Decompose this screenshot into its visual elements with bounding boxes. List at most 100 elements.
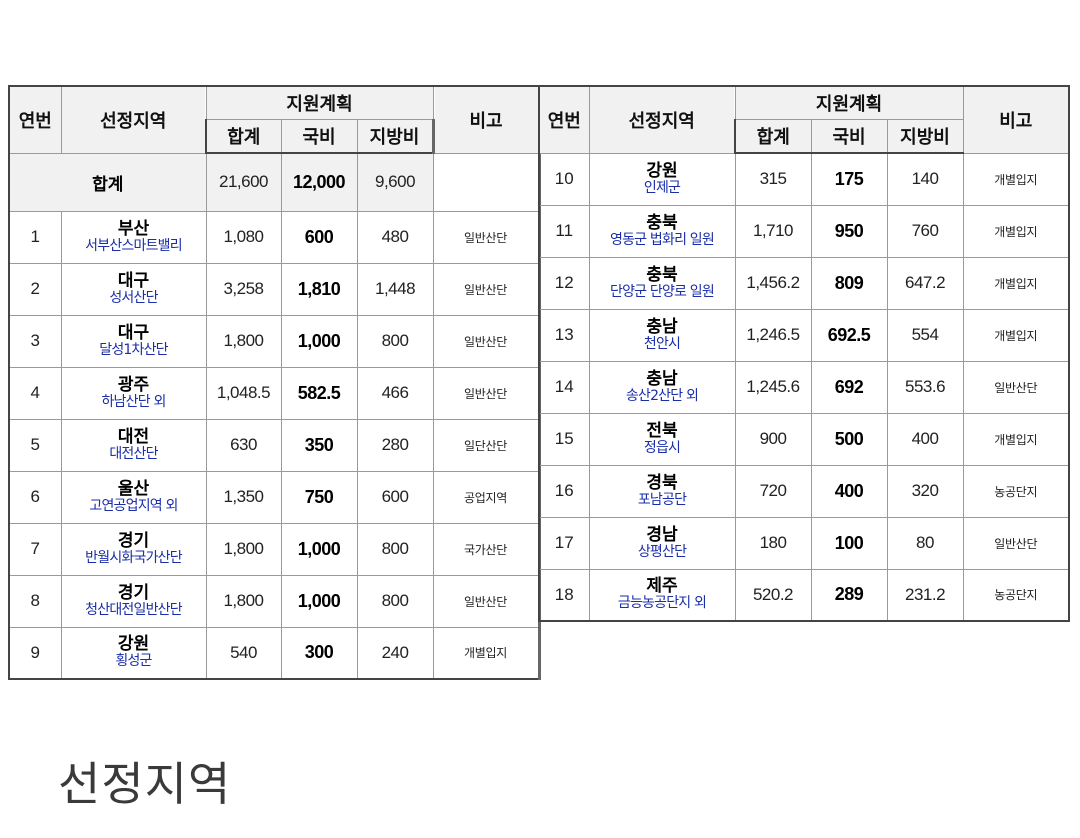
row-region: 부산 서부산스마트밸리	[60, 210, 207, 264]
row-national: 600	[280, 210, 358, 264]
row-province: 경북	[646, 472, 678, 493]
row-site: 고연공업지역 외	[89, 497, 178, 514]
col-region-header: 선정지역	[588, 85, 736, 154]
row-total: 3,258	[205, 262, 282, 316]
row-note: 국가산단	[432, 522, 541, 576]
row-seq: 16	[538, 464, 590, 518]
col-region-header: 선정지역	[60, 85, 207, 154]
row-local: 400	[886, 412, 964, 466]
grand-total-label: 합계	[8, 152, 207, 212]
row-province: 경기	[117, 530, 150, 551]
support-plan-table-left: 연번 선정지역 지원계획 비고 합계 국비 지방비 합계 21,600 12,0…	[8, 85, 541, 680]
table-row: 3 대구 달성1차산단 1,800 1,000 800 일반산단	[8, 314, 541, 368]
row-local: 240	[356, 626, 434, 680]
row-region: 경북 포남공단	[588, 464, 736, 518]
header-row-2: 합계 국비 지방비	[9, 118, 539, 154]
row-site: 청산대전일반산단	[85, 601, 182, 618]
row-region: 울산 고연공업지역 외	[60, 470, 207, 524]
row-national: 692	[810, 360, 888, 414]
grand-total-note	[432, 152, 541, 212]
row-province: 대전	[117, 426, 150, 447]
col-local-header: 지방비	[356, 118, 435, 154]
row-national: 289	[810, 568, 888, 622]
row-seq: 2	[8, 262, 62, 316]
row-total: 180	[734, 516, 812, 570]
row-province: 충남	[646, 316, 678, 337]
row-total: 315	[734, 152, 812, 206]
row-note: 개별입지	[962, 152, 1071, 206]
row-site: 횡성군	[115, 653, 152, 670]
row-note: 일반산단	[432, 210, 541, 264]
row-seq: 5	[8, 418, 62, 472]
row-total: 1,048.5	[205, 366, 282, 420]
row-site: 서부산스마트밸리	[85, 237, 182, 254]
row-local: 140	[886, 152, 964, 206]
row-region: 충북 영동군 법화리 일원	[588, 204, 736, 258]
row-total: 1,456.2	[734, 256, 812, 310]
header-row-1: 연번 선정지역 지원계획 비고	[8, 85, 541, 154]
row-site: 반월시화국가산단	[85, 549, 182, 566]
row-total: 1,800	[205, 314, 282, 368]
row-province: 울산	[117, 478, 150, 499]
table-row: 10 강원 인제군 315 175 140 개별입지	[538, 152, 1071, 206]
row-local: 600	[356, 470, 434, 524]
row-province: 광주	[117, 374, 150, 395]
row-local: 647.2	[886, 256, 964, 310]
row-site: 대전산단	[109, 445, 158, 462]
row-site: 상평산단	[637, 543, 687, 560]
grand-total-row: 합계 21,600 12,000 9,600	[8, 152, 541, 212]
row-province: 전북	[646, 420, 678, 441]
table-row: 5 대전 대전산단 630 350 280 일단산단	[8, 418, 541, 472]
row-national: 692.5	[810, 308, 888, 362]
table-row: 4 광주 하남산단 외 1,048.5 582.5 466 일반산단	[8, 366, 541, 420]
row-note: 개별입지	[962, 204, 1071, 258]
row-note: 농공단지	[962, 464, 1071, 518]
row-note: 농공단지	[962, 568, 1071, 622]
row-local: 1,448	[356, 262, 434, 316]
row-note: 일반산단	[432, 314, 541, 368]
row-national: 1,000	[280, 522, 358, 576]
row-national: 500	[810, 412, 888, 466]
table-row: 13 충남 천안시 1,246.5 692.5 554 개별입지	[538, 308, 1071, 362]
row-total: 900	[734, 412, 812, 466]
col-local-header: 지방비	[886, 118, 964, 154]
row-province: 대구	[117, 322, 150, 343]
support-plan-table-right: 연번 선정지역 지원계획 비고 합계 국비 지방비 10 강원 인제군 315 175 1…	[538, 85, 1071, 622]
row-seq: 17	[538, 516, 590, 570]
table-row: 18 제주 금능농공단지 외 520.2 289 231.2 농공단지	[538, 568, 1071, 622]
header-row-1: 연번 선정지역 지원계획 비고	[538, 85, 1071, 154]
row-region: 광주 하남산단 외	[60, 366, 207, 420]
row-total: 1,710	[734, 204, 812, 258]
row-local: 553.6	[886, 360, 964, 414]
row-local: 480	[356, 210, 434, 264]
row-seq: 10	[538, 152, 590, 206]
header-row-2: 합계 국비 지방비	[539, 118, 1069, 154]
table-row: 11 충북 영동군 법화리 일원 1,710 950 760 개별입지	[538, 204, 1071, 258]
row-province: 부산	[117, 218, 150, 239]
table-row: 1 부산 서부산스마트밸리 1,080 600 480 일반산단	[8, 210, 541, 264]
row-national: 300	[280, 626, 358, 680]
row-region: 대구 성서산단	[60, 262, 207, 316]
row-local: 280	[356, 418, 434, 472]
col-note-header: 비고	[962, 85, 1071, 154]
row-region: 제주 금능농공단지 외	[588, 568, 736, 622]
col-total-header: 합계	[734, 118, 812, 154]
row-note: 일반산단	[432, 574, 541, 628]
col-plan-header: 지원계획	[734, 85, 964, 120]
row-national: 1,000	[280, 314, 358, 368]
row-site: 단양군 단양로 일원	[610, 283, 715, 300]
row-note: 일반산단	[962, 516, 1071, 570]
row-site: 인제군	[643, 179, 681, 196]
row-site: 영동군 법화리 일원	[610, 231, 715, 248]
row-total: 1,245.6	[734, 360, 812, 414]
row-site: 포남공단	[637, 491, 687, 508]
row-note: 일반산단	[962, 360, 1071, 414]
row-province: 충북	[646, 212, 678, 233]
row-total: 1,350	[205, 470, 282, 524]
row-seq: 4	[8, 366, 62, 420]
row-note: 일반산단	[432, 366, 541, 420]
col-plan-header: 지원계획	[205, 85, 434, 120]
row-national: 350	[280, 418, 358, 472]
row-local: 800	[356, 574, 434, 628]
row-site: 금능농공단지 외	[617, 595, 707, 612]
